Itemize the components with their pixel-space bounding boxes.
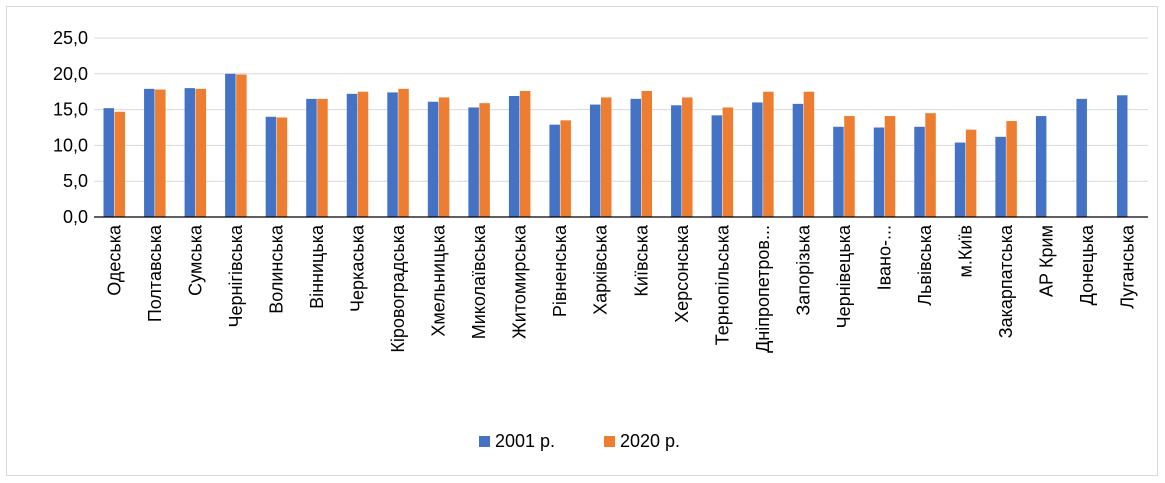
bar-series-1 [630,98,642,217]
bar-series-2 [236,74,247,218]
x-category-label: Хмельницька [429,224,449,337]
bar-series-1 [752,102,763,217]
bar-series-2 [682,97,693,217]
bar-series-1 [387,92,398,217]
bar-series-2 [438,97,450,217]
bar-series-2 [519,90,531,217]
x-category-label: Полтавська [145,224,165,322]
x-category-label: Черкаська [348,224,368,312]
bar-series-2 [357,91,369,217]
x-category-label: Херсонська [672,224,692,323]
x-category-label: Житомирська [510,224,530,339]
y-tick-label: 5,0 [63,171,88,191]
bar-series-1 [1076,98,1087,217]
legend-swatch [479,436,490,447]
legend-swatch [604,436,615,447]
x-category-label: Запорізька [793,224,813,316]
bar-series-2 [722,107,734,217]
x-category-label: Кіровоградська [388,224,408,353]
y-tick-label: 15,0 [53,100,88,120]
x-axis-category-labels: Одеська Полтавська Сумська Чернігівська Воли… [104,224,1137,353]
bar-series-1 [306,98,317,217]
bar-series-1 [671,105,682,217]
bar-series-2 [195,88,207,217]
x-category-label: АР Крим [1037,225,1057,297]
y-tick-label: 20,0 [53,64,88,84]
bar-series-1 [508,95,520,217]
bar-series-1 [873,127,885,217]
x-category-label: Львівська [915,224,935,306]
bar-series-1 [225,73,236,217]
bar-series-2 [479,103,490,217]
bar-series-2 [317,98,328,217]
bar-series-2 [925,113,936,217]
bar-series-1 [265,116,277,217]
bar-series-2 [398,88,409,217]
bar-series-1 [103,108,115,217]
legend: 2001 р. 2020 р. [479,431,680,451]
bar-series-1 [954,142,966,217]
x-category-label: Рівненська [550,224,570,317]
x-category-label: Миколаївська [469,224,489,339]
bar-series-2 [114,111,126,217]
x-category-label: Івано-... [875,225,895,290]
bar-series-1 [549,124,560,217]
bar-series-2 [155,89,166,217]
bar-series-2 [560,120,571,217]
x-category-label: Тернопільська [712,224,732,345]
bar-series-1 [914,126,925,217]
x-category-label: Одеська [104,224,124,296]
x-category-label: Волинська [266,224,286,314]
legend-label: 2001 р. [495,431,555,451]
bar-series-2 [844,116,855,217]
bar-series-1 [346,93,358,217]
y-tick-label: 10,0 [53,135,88,155]
legend-label: 2020 р. [620,431,680,451]
x-category-label: Донецька [1077,224,1097,305]
bar-series-1 [1116,95,1128,217]
bar-series-2 [965,129,977,217]
bar-series-2 [763,91,774,217]
bars [103,73,1128,218]
bar-series-2 [803,91,815,217]
y-tick-label: 0,0 [63,207,88,227]
bar-series-2 [884,116,896,217]
bar-series-2 [641,90,653,217]
bar-series-1 [144,88,155,217]
bar-series-1 [995,136,1006,217]
x-category-label: Харківська [591,224,611,315]
x-category-label: Луганська [1118,224,1138,309]
bar-series-1 [589,104,601,217]
x-category-label: Вінницька [307,224,327,309]
chart-frame [6,6,1158,476]
x-category-label: Дніпропетров... [753,225,773,353]
bar-series-1 [427,101,439,217]
x-category-label: Чернівецька [834,224,854,328]
bar-series-1 [1035,116,1047,217]
x-category-label: Київська [631,224,651,297]
x-category-label: Чернігівська [226,224,246,328]
bar-series-1 [184,88,196,218]
bar-series-2 [600,97,612,217]
bar-series-2 [276,117,288,217]
x-category-label: Закарпатська [996,224,1016,338]
y-axis-ticks: 0,0 5,0 10,0 15,0 20,0 25,0 [53,28,88,227]
y-tick-label: 25,0 [53,28,88,48]
bar-series-1 [711,115,723,217]
bar-series-1 [792,103,804,217]
bar-series-1 [833,126,844,217]
bar-series-2 [1006,121,1017,217]
gridlines [94,37,1148,218]
x-category-label: м.Київ [956,225,976,277]
bar-series-1 [468,107,479,217]
x-category-label: Сумська [185,224,205,296]
